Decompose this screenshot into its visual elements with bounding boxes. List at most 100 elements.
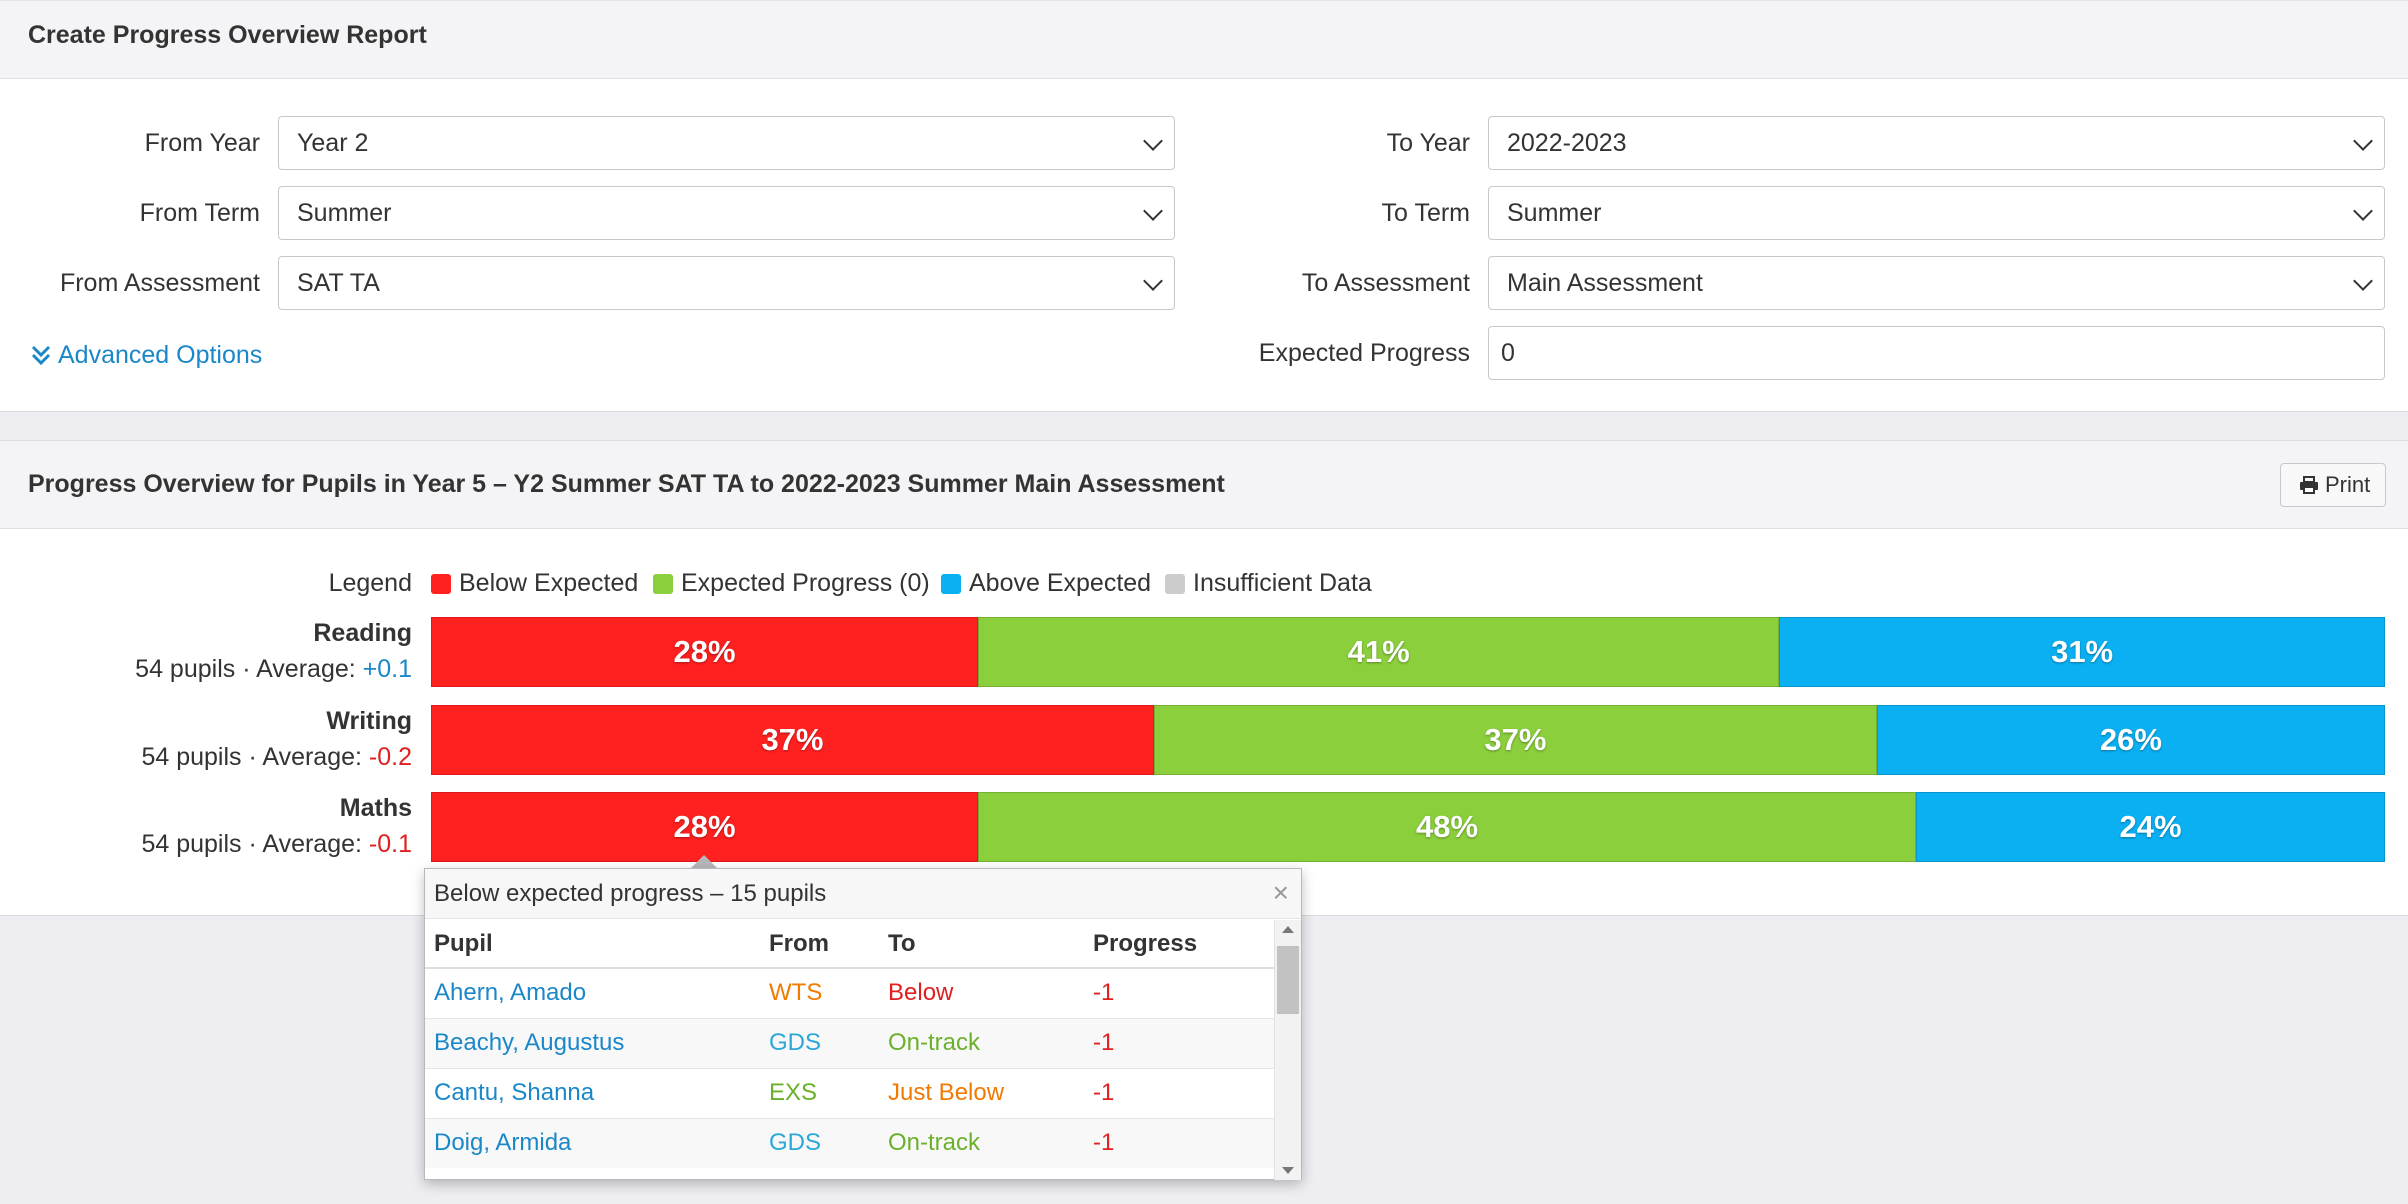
from-year-label: From Year bbox=[144, 129, 260, 157]
pupil-table-container: Pupil From To Progress Ahern, Amado WTS … bbox=[425, 920, 1275, 1180]
popover-scrollbar[interactable] bbox=[1274, 920, 1301, 1180]
column-header-from[interactable]: From bbox=[760, 920, 879, 969]
subject-average: -0.2 bbox=[368, 743, 412, 771]
to-year-label: To Year bbox=[1386, 129, 1470, 157]
legend-item-expected-progress: Expected Progress (0) bbox=[653, 563, 930, 603]
print-button[interactable]: Print bbox=[2280, 463, 2386, 507]
segment-above-expected[interactable]: 31% bbox=[1779, 617, 2385, 687]
progress-value: -1 bbox=[1084, 1017, 1275, 1068]
from-grade: GDS bbox=[760, 1117, 879, 1168]
to-term-label: To Term bbox=[1381, 199, 1470, 227]
segment-below-expected[interactable]: 28% bbox=[431, 792, 979, 862]
subject-label-writing: Writing 54 pupils · Average: -0.2 bbox=[0, 703, 412, 775]
table-header-row: Pupil From To Progress bbox=[425, 920, 1275, 969]
subject-average: -0.1 bbox=[368, 830, 412, 858]
legend-swatch bbox=[653, 574, 673, 594]
legend-item-below-expected: Below Expected bbox=[431, 563, 638, 603]
column-header-pupil[interactable]: Pupil bbox=[425, 920, 760, 969]
column-header-progress[interactable]: Progress bbox=[1084, 920, 1275, 969]
legend-item-label: Above Expected bbox=[969, 569, 1152, 597]
from-assessment-value: SAT TA bbox=[297, 269, 380, 297]
subject-stats-text: 54 pupils · Average: bbox=[135, 655, 363, 683]
subject-average: +0.1 bbox=[362, 655, 412, 683]
pupil-link[interactable]: Cantu, Shanna bbox=[434, 1079, 595, 1106]
subject-stats: 54 pupils · Average: -0.2 bbox=[0, 739, 412, 775]
segment-below-expected[interactable]: 37% bbox=[431, 705, 1154, 775]
legend-label: Legend bbox=[328, 569, 412, 597]
segment-expected-progress[interactable]: 41% bbox=[978, 617, 1780, 687]
popover-title: Below expected progress – 15 pupils bbox=[425, 869, 1301, 919]
table-row: Cantu, Shanna EXS Just Below -1 bbox=[425, 1067, 1275, 1118]
segment-expected-progress[interactable]: 37% bbox=[1153, 705, 1877, 775]
table-row: Beachy, Augustus GDS On-track -1 bbox=[425, 1017, 1275, 1068]
advanced-options-link[interactable]: Advanced Options bbox=[30, 335, 262, 375]
printer-icon bbox=[2300, 476, 2318, 494]
from-term-select[interactable]: Summer bbox=[278, 186, 1175, 240]
from-grade: EXS bbox=[760, 1067, 879, 1118]
to-grade: On-track bbox=[879, 1117, 1084, 1168]
legend-item-label: Insufficient Data bbox=[1193, 569, 1372, 597]
pupil-link[interactable]: Ahern, Amado bbox=[434, 979, 587, 1007]
pupil-link[interactable]: Doig, Armida bbox=[434, 1129, 572, 1157]
from-year-select[interactable]: Year 2 bbox=[278, 116, 1175, 170]
double-chevron-down-icon bbox=[31, 345, 51, 366]
scrollbar-thumb[interactable] bbox=[1277, 946, 1299, 1014]
from-assessment-select[interactable]: SAT TA bbox=[278, 256, 1175, 310]
report-title: Progress Overview for Pupils in Year 5 –… bbox=[28, 470, 1225, 498]
from-term-value: Summer bbox=[297, 199, 392, 227]
progress-bar-reading: 28% 41% 31% bbox=[431, 617, 2385, 687]
popover-arrow bbox=[690, 855, 718, 869]
column-header-to[interactable]: To bbox=[879, 920, 1084, 969]
to-year-value: 2022-2023 bbox=[1507, 129, 1627, 157]
legend-swatch bbox=[941, 574, 961, 594]
chevron-down-icon bbox=[2353, 201, 2373, 221]
legend-item-label: Below Expected bbox=[459, 569, 639, 597]
pupil-table: Pupil From To Progress Ahern, Amado WTS … bbox=[425, 920, 1275, 1168]
scroll-down-arrow-icon[interactable] bbox=[1282, 1167, 1294, 1174]
expected-progress-label: Expected Progress bbox=[1258, 339, 1470, 367]
subject-name: Reading bbox=[313, 619, 412, 647]
to-assessment-select[interactable]: Main Assessment bbox=[1488, 256, 2385, 310]
segment-above-expected[interactable]: 26% bbox=[1876, 705, 2385, 775]
report-form: From Year Year 2 From Term Summer From A… bbox=[0, 79, 2408, 412]
page-title-text: Create Progress Overview Report bbox=[28, 21, 427, 49]
from-assessment-label: From Assessment bbox=[59, 269, 260, 297]
expected-progress-value: 0 bbox=[1501, 339, 1515, 367]
subject-stats: 54 pupils · Average: +0.1 bbox=[0, 651, 412, 687]
progress-bar-maths: 28% 48% 24% bbox=[431, 792, 2385, 862]
chevron-down-icon bbox=[2353, 131, 2373, 151]
to-grade: Below bbox=[879, 967, 1084, 1018]
to-assessment-label: To Assessment bbox=[1301, 269, 1470, 297]
page-title: Create Progress Overview Report bbox=[0, 0, 2408, 79]
to-term-value: Summer bbox=[1507, 199, 1602, 227]
close-icon[interactable]: × bbox=[1272, 877, 1289, 908]
expected-progress-input[interactable]: 0 bbox=[1488, 326, 2385, 380]
to-year-select[interactable]: 2022-2023 bbox=[1488, 116, 2385, 170]
report-heading: Progress Overview for Pupils in Year 5 –… bbox=[0, 440, 2408, 529]
from-grade: WTS bbox=[760, 967, 879, 1018]
from-year-value: Year 2 bbox=[297, 129, 369, 157]
to-term-select[interactable]: Summer bbox=[1488, 186, 2385, 240]
chevron-down-icon bbox=[1143, 271, 1163, 291]
print-label: Print bbox=[2325, 472, 2371, 497]
legend-swatch bbox=[431, 574, 451, 594]
pupil-link[interactable]: Beachy, Augustus bbox=[434, 1029, 625, 1056]
table-row: Ahern, Amado WTS Below -1 bbox=[425, 967, 1275, 1018]
legend-item-label: Expected Progress (0) bbox=[681, 569, 930, 597]
table-row: Doig, Armida GDS On-track -1 bbox=[425, 1117, 1275, 1168]
chevron-down-icon bbox=[1143, 131, 1163, 151]
segment-above-expected[interactable]: 24% bbox=[1916, 792, 2385, 862]
scroll-up-arrow-icon[interactable] bbox=[1282, 926, 1294, 933]
from-grade: GDS bbox=[760, 1017, 879, 1068]
subject-name: Maths bbox=[339, 794, 412, 822]
progress-overview-panel: Legend Below Expected Expected Progress … bbox=[0, 529, 2408, 916]
progress-bar-writing: 37% 37% 26% bbox=[431, 705, 2385, 775]
subject-stats-text: 54 pupils · Average: bbox=[141, 830, 369, 858]
progress-value: -1 bbox=[1084, 1067, 1275, 1118]
segment-below-expected[interactable]: 28% bbox=[431, 617, 979, 687]
chevron-down-icon bbox=[2353, 271, 2373, 291]
subject-name: Writing bbox=[326, 707, 412, 735]
subject-stats-text: 54 pupils · Average: bbox=[141, 743, 369, 771]
legend-swatch bbox=[1165, 574, 1185, 594]
segment-expected-progress[interactable]: 48% bbox=[978, 792, 1917, 862]
